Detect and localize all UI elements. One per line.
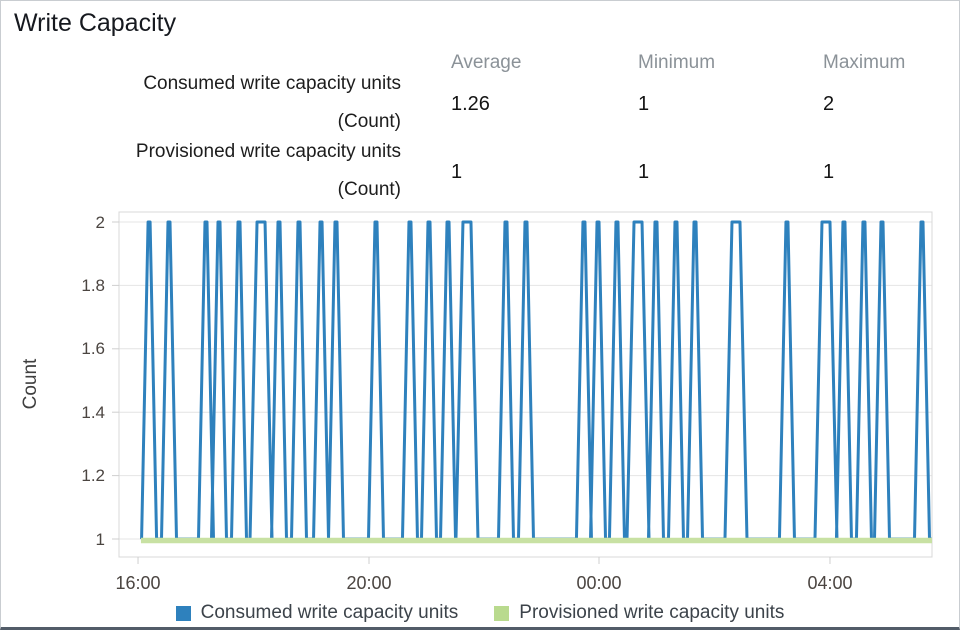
chart-legend: Consumed write capacity units Provisione… xyxy=(1,602,959,624)
legend-item-consumed[interactable]: Consumed write capacity units xyxy=(175,602,459,624)
x-tick-2000: 20:00 xyxy=(346,573,392,593)
stat-provisioned-average: 1 xyxy=(451,161,463,183)
metric-unit-provisioned: (Count) xyxy=(337,179,401,200)
y-tick-2: 2 xyxy=(95,213,105,232)
metric-label-consumed: Consumed write capacity units xyxy=(143,73,401,94)
x-tick-1600: 16:00 xyxy=(115,573,161,593)
page-title: Write Capacity xyxy=(14,9,177,37)
stats-column-maximum: Maximum xyxy=(823,52,906,73)
y-tick-1-2: 1.2 xyxy=(81,466,105,485)
legend-item-provisioned[interactable]: Provisioned write capacity units xyxy=(494,602,784,624)
stat-provisioned-minimum: 1 xyxy=(638,161,650,183)
stat-consumed-average: 1.26 xyxy=(451,93,490,115)
consumed-legend-swatch-icon xyxy=(175,605,191,621)
stat-consumed-maximum: 2 xyxy=(823,93,835,115)
x-tick-0000: 00:00 xyxy=(576,573,622,593)
legend-label-consumed: Consumed write capacity units xyxy=(200,602,459,623)
provisioned-legend-swatch-icon xyxy=(494,605,510,621)
metric-unit-consumed: (Count) xyxy=(337,111,401,132)
stat-consumed-minimum: 1 xyxy=(638,93,650,115)
y-tick-1-6: 1.6 xyxy=(81,339,105,358)
legend-label-provisioned: Provisioned write capacity units xyxy=(519,602,785,623)
stats-column-average: Average xyxy=(451,52,522,73)
y-tick-1-4: 1.4 xyxy=(81,403,105,422)
x-tick-0400: 04:00 xyxy=(807,573,853,593)
y-tick-1-8: 1.8 xyxy=(81,276,105,295)
stat-provisioned-maximum: 1 xyxy=(823,161,835,183)
metric-label-provisioned: Provisioned write capacity units xyxy=(135,141,401,162)
y-tick-1: 1 xyxy=(95,530,105,549)
stats-column-minimum: Minimum xyxy=(638,52,716,73)
